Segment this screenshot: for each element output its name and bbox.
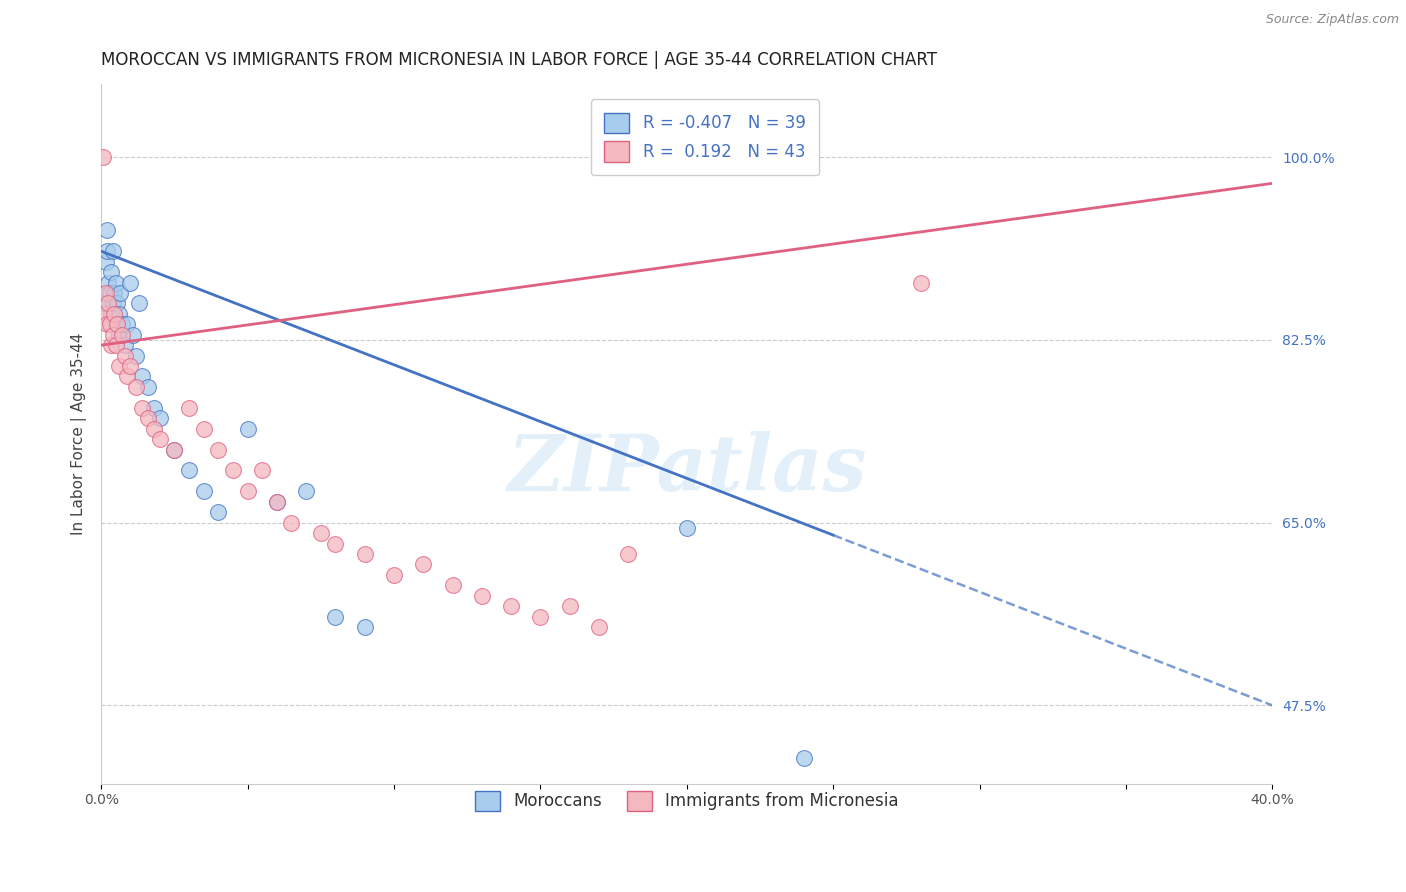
Point (207, 442, 229, 457)
Point (250, 463, 273, 477)
Text: Source: ZipAtlas.com: Source: ZipAtlas.com (1265, 13, 1399, 27)
Point (236, 484, 259, 499)
Text: ZIPatlas: ZIPatlas (508, 431, 866, 508)
Point (120, 359, 142, 373)
Y-axis label: In Labor Force | Age 35-44: In Labor Force | Age 35-44 (72, 333, 87, 535)
Point (100, 338, 122, 352)
Point (94, 285, 117, 300)
Point (236, 422, 259, 436)
Point (120, 276, 142, 290)
Point (193, 422, 215, 436)
Point (558, 599, 581, 614)
Point (114, 338, 136, 352)
Point (96, 244, 118, 259)
Point (91, 150, 114, 164)
Point (529, 609, 551, 624)
Point (177, 463, 200, 477)
Point (193, 484, 215, 499)
Point (107, 359, 129, 373)
Point (104, 318, 127, 332)
Point (131, 401, 153, 415)
Point (97, 296, 120, 310)
Point (441, 578, 464, 592)
Point (117, 318, 139, 332)
Text: MOROCCAN VS IMMIGRANTS FROM MICRONESIA IN LABOR FORCE | AGE 35-44 CORRELATION CH: MOROCCAN VS IMMIGRANTS FROM MICRONESIA I… (101, 51, 938, 69)
Point (93, 296, 115, 310)
Point (111, 318, 134, 332)
Point (122, 327, 145, 342)
Point (125, 349, 148, 363)
Point (471, 589, 494, 603)
Point (499, 599, 522, 614)
Point (96, 318, 118, 332)
Point (382, 568, 405, 582)
Point (353, 620, 375, 634)
Point (94, 254, 117, 268)
Point (117, 369, 139, 384)
Point (325, 536, 347, 550)
Point (280, 516, 302, 530)
Point (93, 307, 115, 321)
Point (104, 338, 127, 352)
Point (163, 442, 186, 457)
Point (105, 296, 128, 310)
Point (105, 318, 128, 332)
Point (104, 276, 127, 290)
Point (207, 505, 229, 519)
Point (96, 223, 118, 237)
Point (107, 327, 129, 342)
Point (100, 265, 122, 279)
Legend: Moroccans, Immigrants from Micronesia: Moroccans, Immigrants from Micronesia (461, 777, 912, 824)
Point (295, 484, 318, 499)
Point (103, 285, 125, 300)
Point (97, 276, 120, 290)
Point (100, 307, 122, 321)
Point (136, 411, 159, 425)
Point (910, 276, 932, 290)
Point (163, 442, 186, 457)
Point (617, 547, 640, 561)
Point (136, 380, 159, 394)
Point (309, 526, 332, 541)
Point (266, 495, 288, 509)
Point (111, 327, 134, 342)
Point (128, 296, 150, 310)
Point (131, 369, 153, 384)
Point (101, 296, 124, 310)
Point (793, 750, 815, 764)
Point (142, 401, 165, 415)
Point (149, 432, 172, 446)
Point (114, 349, 136, 363)
Point (149, 411, 172, 425)
Point (103, 307, 125, 321)
Point (142, 422, 165, 436)
Point (675, 521, 697, 535)
Point (98, 318, 121, 332)
Point (107, 307, 129, 321)
Point (222, 463, 245, 477)
Point (125, 380, 148, 394)
Point (101, 244, 124, 259)
Point (412, 558, 434, 572)
Point (588, 620, 610, 634)
Point (353, 547, 375, 561)
Point (108, 285, 131, 300)
Point (101, 327, 124, 342)
Point (98, 285, 121, 300)
Point (266, 495, 288, 509)
Point (177, 401, 200, 415)
Point (325, 609, 347, 624)
